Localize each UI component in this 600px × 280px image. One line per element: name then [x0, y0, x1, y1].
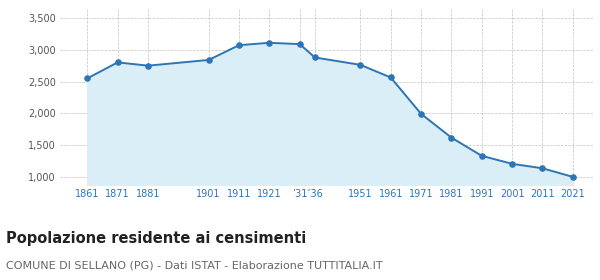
Point — [538, 166, 547, 171]
Point — [83, 76, 92, 81]
Point — [113, 60, 122, 65]
Point — [477, 153, 487, 158]
Point — [568, 175, 578, 179]
Text: Popolazione residente ai censimenti: Popolazione residente ai censimenti — [6, 231, 306, 246]
Point — [143, 64, 153, 68]
Point — [265, 41, 274, 45]
Point — [446, 136, 456, 140]
Point — [386, 75, 395, 80]
Point — [310, 55, 320, 60]
Text: COMUNE DI SELLANO (PG) - Dati ISTAT - Elaborazione TUTTITALIA.IT: COMUNE DI SELLANO (PG) - Dati ISTAT - El… — [6, 260, 383, 270]
Point — [204, 58, 214, 62]
Point — [234, 43, 244, 47]
Point — [416, 112, 426, 116]
Point — [507, 162, 517, 166]
Point — [295, 42, 304, 46]
Point — [356, 63, 365, 67]
